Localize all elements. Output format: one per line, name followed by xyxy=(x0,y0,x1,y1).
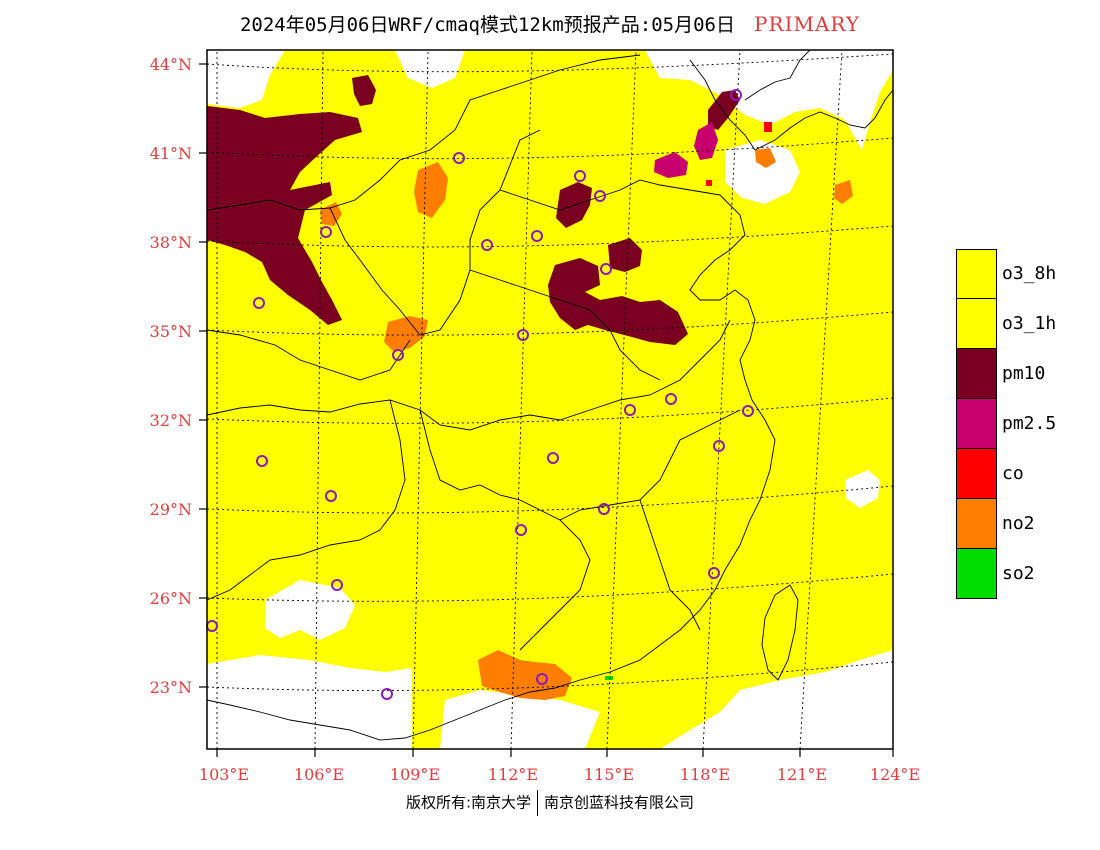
nodata-southwest xyxy=(265,580,355,640)
legend-item-no2: no2 xyxy=(956,499,1035,549)
so2-spot xyxy=(605,676,613,680)
lat-label-32: 32°N xyxy=(150,411,192,430)
co-spot-1 xyxy=(764,122,772,132)
nodata-ne-top xyxy=(645,50,893,150)
legend-label: pm10 xyxy=(1002,363,1046,384)
lat-label-41: 41°N xyxy=(150,144,192,163)
legend-item-o3-8h: o3_8h xyxy=(956,249,1056,299)
legend-label: so2 xyxy=(1002,563,1035,584)
legend-swatch xyxy=(956,499,997,549)
title-text: 2024年05月06日WRF/cmaq模式12km预报产品:05月06日 xyxy=(239,14,735,36)
pm10-northwest xyxy=(207,106,362,325)
legend-item-pm25: pm2.5 xyxy=(956,399,1056,449)
pm10-north-spot xyxy=(352,75,376,106)
no2-guangdong xyxy=(478,650,572,700)
legend-item-co: co xyxy=(956,449,1024,499)
lon-label-109: 109°E xyxy=(390,765,440,784)
legend-swatch xyxy=(956,549,997,599)
lon-label-124: 124°E xyxy=(870,765,920,784)
nodata-south xyxy=(207,655,412,749)
co-spot-2 xyxy=(706,180,712,186)
legend-swatch xyxy=(956,399,997,449)
lat-labels: 44°N 41°N 38°N 35°N 32°N 29°N 26°N 23°N xyxy=(150,55,192,697)
graticule xyxy=(207,50,893,749)
legend-label: co xyxy=(1002,463,1024,484)
no2-liaoning xyxy=(755,148,776,168)
legend-swatch xyxy=(956,449,997,499)
tick-marks xyxy=(199,63,894,757)
lon-label-118: 118°E xyxy=(680,765,730,784)
legend-swatch xyxy=(956,299,997,349)
nodata-bohai xyxy=(725,140,800,204)
legend-label: o3_8h xyxy=(1002,263,1057,284)
map-title: 2024年05月06日WRF/cmaq模式12km预报产品:05月06日 PRI… xyxy=(0,10,1100,40)
lon-label-106: 106°E xyxy=(294,765,344,784)
lon-labels: 103°E 106°E 109°E 112°E 115°E 118°E 121°… xyxy=(199,765,920,784)
legend: o3_8h o3_1h pm10 pm2.5 co no2 so2 xyxy=(956,249,1056,599)
copyright-footer: 版权所有:南京大学 南京创蓝科技有限公司 xyxy=(0,790,1100,816)
no2-shaanxi xyxy=(384,316,428,352)
primary-tag: PRIMARY xyxy=(754,12,861,36)
legend-item-o3-1h: o3_1h xyxy=(956,299,1056,349)
lat-label-44: 44°N xyxy=(150,55,192,74)
copyright-left: 版权所有:南京大学 xyxy=(405,793,532,812)
legend-label: no2 xyxy=(1002,513,1035,534)
nodata-north-2 xyxy=(395,50,465,88)
lat-label-38: 38°N xyxy=(150,233,192,252)
station-markers xyxy=(206,89,754,700)
lat-label-35: 35°N xyxy=(150,322,192,341)
legend-swatch xyxy=(956,349,997,399)
nodata-north xyxy=(207,50,285,108)
pm10-liaoning xyxy=(708,90,740,130)
lon-label-121: 121°E xyxy=(777,765,827,784)
legend-item-pm10: pm10 xyxy=(956,349,1045,399)
map-frame xyxy=(206,49,894,750)
boundaries xyxy=(207,50,893,741)
nodata-south-2 xyxy=(440,690,600,749)
no2-shanxi xyxy=(414,162,448,218)
lon-label-112: 112°E xyxy=(488,765,538,784)
footer-divider xyxy=(537,790,539,816)
nodata-southeast xyxy=(660,650,893,749)
legend-label: pm2.5 xyxy=(1002,413,1057,434)
pm25-bohai-north xyxy=(654,152,688,178)
legend-label: o3_1h xyxy=(1002,313,1057,334)
legend-item-so2: so2 xyxy=(956,549,1035,599)
pm10-central xyxy=(548,258,688,345)
lat-label-23: 23°N xyxy=(150,678,192,697)
copyright-right: 南京创蓝科技有限公司 xyxy=(544,793,695,812)
lat-label-29: 29°N xyxy=(150,500,192,519)
lon-label-103: 103°E xyxy=(199,765,249,784)
legend-swatch xyxy=(956,249,997,299)
lat-label-26: 26°N xyxy=(150,589,192,608)
no2-east xyxy=(834,180,853,204)
lon-label-115: 115°E xyxy=(584,765,634,784)
pm10-hebei-2 xyxy=(608,238,642,272)
